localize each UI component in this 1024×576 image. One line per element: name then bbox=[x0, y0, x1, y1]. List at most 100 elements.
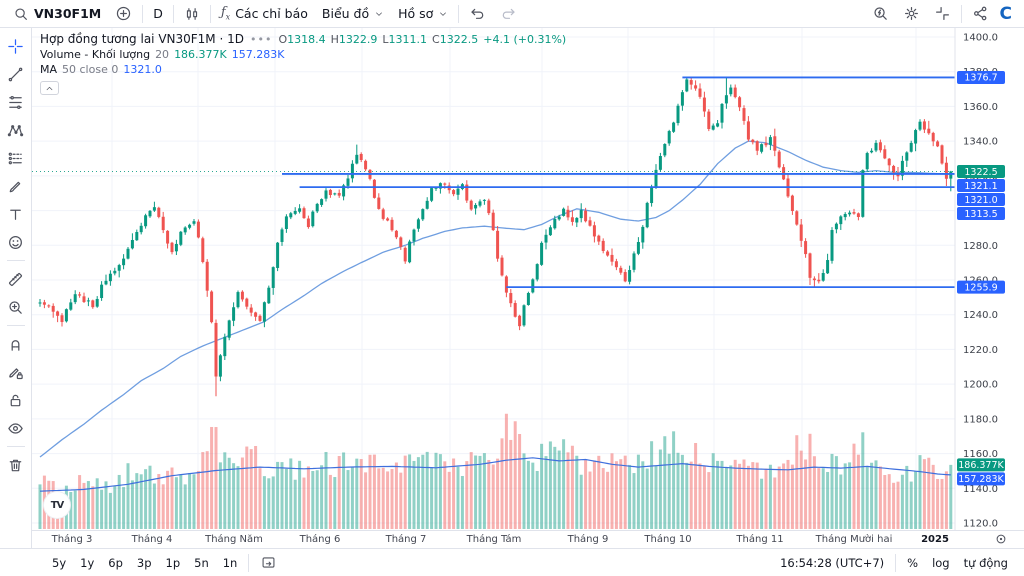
time-label: Tháng 9 bbox=[567, 534, 609, 545]
share-button[interactable] bbox=[965, 2, 996, 26]
go-to-date-button[interactable] bbox=[254, 551, 283, 575]
tool-text[interactable] bbox=[3, 201, 29, 227]
svg-text:1220.0: 1220.0 bbox=[963, 345, 998, 356]
symbol-search-button[interactable]: VN30F1M bbox=[6, 2, 108, 26]
time-label: 2025 bbox=[921, 534, 949, 545]
legend-collapse-button[interactable] bbox=[40, 81, 59, 95]
tool-forecast[interactable] bbox=[3, 145, 29, 171]
fx-icon: ƒx bbox=[220, 5, 231, 22]
chart-type-button[interactable] bbox=[177, 2, 207, 26]
tool-draw-lock[interactable] bbox=[3, 359, 29, 385]
plus-circle-icon bbox=[115, 5, 132, 22]
brush-icon bbox=[9, 181, 21, 192]
tool-group-separator bbox=[6, 325, 25, 326]
tool-crosshair[interactable] bbox=[3, 33, 29, 59]
svg-text:1340.0: 1340.0 bbox=[963, 137, 998, 148]
price-label-chip bbox=[957, 70, 1005, 84]
redo-button[interactable] bbox=[493, 2, 524, 26]
symbol-name: VN30F1M bbox=[34, 6, 102, 21]
price-chart[interactable]: 1400.01380.01360.01340.01320.01300.01280… bbox=[32, 28, 1024, 530]
bottom-toolbar: 5y 1y 6p 3p 1p 5n 1n 16:54:28 (UTC+7) % log tự… bbox=[0, 548, 1024, 576]
scroll-to-realtime-icon[interactable] bbox=[994, 532, 1008, 549]
indicators-button[interactable]: ƒx Các chỉ báo bbox=[214, 2, 315, 26]
range-buttons: 5y 1y 6p 3p 1p 5n 1n bbox=[46, 554, 243, 572]
time-label: Tháng Mười hai bbox=[815, 534, 893, 545]
svg-text:1322.5: 1322.5 bbox=[964, 167, 997, 178]
price-label-chip bbox=[957, 280, 1005, 294]
volume-layer bbox=[38, 413, 953, 529]
percent-scale-button[interactable]: % bbox=[901, 554, 924, 572]
svg-text:1160.0: 1160.0 bbox=[963, 449, 998, 460]
price-label-chip bbox=[957, 193, 1005, 207]
fullscreen-button[interactable] bbox=[927, 2, 958, 26]
profile-menu-button[interactable]: Hồ sơ bbox=[391, 2, 455, 26]
tool-fib-retracement[interactable] bbox=[3, 89, 29, 115]
toolbar-separator bbox=[209, 4, 211, 23]
tool-trash[interactable] bbox=[3, 452, 29, 478]
quick-search-icon bbox=[872, 5, 889, 22]
tool-brush[interactable] bbox=[3, 173, 29, 199]
trend-line-icon bbox=[8, 67, 23, 81]
time-label: Tháng 6 bbox=[299, 534, 341, 545]
undo-button[interactable] bbox=[462, 2, 493, 26]
trash-icon bbox=[9, 459, 22, 471]
toolbar-separator bbox=[248, 553, 250, 572]
drawn-levels-layer[interactable] bbox=[282, 76, 955, 289]
gear-icon bbox=[903, 5, 920, 22]
share-icon bbox=[972, 5, 989, 22]
drawing-toolbar bbox=[0, 28, 32, 548]
svg-text:186.377K: 186.377K bbox=[958, 460, 1004, 471]
range-3p[interactable]: 3p bbox=[131, 554, 158, 572]
time-label: Tháng 10 bbox=[644, 534, 692, 545]
tool-emoji[interactable] bbox=[3, 229, 29, 255]
svg-text:1180.0: 1180.0 bbox=[963, 414, 998, 425]
time-label: Tháng Tám bbox=[466, 534, 522, 545]
fullscreen-icon bbox=[934, 5, 951, 22]
range-5n[interactable]: 5n bbox=[188, 554, 215, 572]
tool-ruler[interactable] bbox=[3, 266, 29, 292]
clock[interactable]: 16:54:28 (UTC+7) bbox=[780, 555, 885, 570]
magnet-icon bbox=[11, 339, 20, 351]
price-axis[interactable]: 1400.01380.01360.01340.01320.01300.01280… bbox=[957, 33, 1005, 530]
range-1n[interactable]: 1n bbox=[217, 554, 244, 572]
quick-search-button[interactable] bbox=[865, 2, 896, 26]
undo-icon bbox=[469, 5, 486, 22]
browser-logo[interactable]: C bbox=[999, 3, 1012, 24]
range-5y[interactable]: 5y bbox=[46, 554, 72, 572]
profile-menu-label: Hồ sơ bbox=[398, 6, 434, 21]
range-1y[interactable]: 1y bbox=[74, 554, 100, 572]
volume-ma-line bbox=[39, 457, 951, 492]
time-label: Tháng 11 bbox=[736, 534, 784, 545]
chart-menu-label: Biểu đồ bbox=[321, 6, 370, 21]
range-1p[interactable]: 1p bbox=[160, 554, 187, 572]
compare-add-button[interactable] bbox=[108, 2, 139, 26]
range-6p[interactable]: 6p bbox=[102, 554, 129, 572]
svg-text:1321.0: 1321.0 bbox=[964, 195, 997, 206]
interval-button[interactable]: D bbox=[146, 2, 170, 26]
time-axis[interactable]: Tháng 3 Tháng 4 Tháng Năm Tháng 6 Tháng 7 Thá… bbox=[32, 530, 1024, 548]
price-label-chip bbox=[957, 472, 1005, 486]
settings-button[interactable] bbox=[896, 2, 927, 26]
tool-magnet[interactable] bbox=[3, 331, 29, 357]
tool-zoom-in[interactable] bbox=[3, 294, 29, 320]
chart-container: 1400.01380.01360.01340.01320.01300.01280… bbox=[32, 28, 1024, 548]
svg-text:1313.5: 1313.5 bbox=[964, 209, 997, 220]
chevron-down-icon bbox=[374, 9, 384, 19]
log-scale-button[interactable]: log bbox=[926, 554, 956, 572]
calendar-icon bbox=[261, 555, 276, 570]
tool-lock[interactable] bbox=[3, 387, 29, 413]
ma50-line bbox=[39, 140, 951, 458]
svg-text:1321.1: 1321.1 bbox=[964, 181, 997, 192]
tool-xabcd-pattern[interactable] bbox=[3, 117, 29, 143]
tool-trend-line[interactable] bbox=[3, 61, 29, 87]
crosshair-icon bbox=[8, 38, 23, 54]
tool-hide[interactable] bbox=[3, 415, 29, 441]
chevron-down-icon bbox=[438, 9, 448, 19]
svg-text:1240.0: 1240.0 bbox=[963, 310, 998, 321]
tradingview-logo[interactable]: TV bbox=[44, 492, 70, 518]
auto-scale-button[interactable]: tự động bbox=[958, 554, 1014, 572]
chart-menu-button[interactable]: Biểu đồ bbox=[315, 2, 391, 26]
price-label-chip bbox=[957, 165, 1005, 179]
redo-icon bbox=[500, 5, 517, 22]
